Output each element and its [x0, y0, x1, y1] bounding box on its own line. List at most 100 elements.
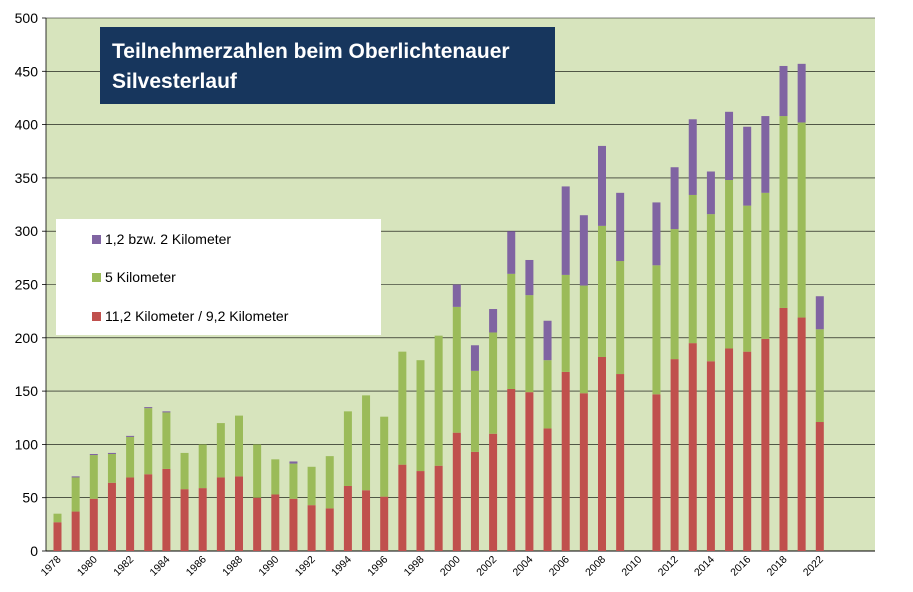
x-tick-label: 1992 — [293, 554, 318, 579]
bar-segment — [162, 411, 171, 413]
bar-segment — [598, 356, 606, 551]
bar-segment — [598, 145, 606, 226]
bar-segment — [579, 215, 588, 286]
bar-segment — [489, 433, 498, 551]
bar-segment — [561, 371, 570, 551]
bar-segment — [253, 497, 262, 551]
x-tick-label: 2002 — [474, 554, 499, 579]
bar-segment — [670, 167, 679, 230]
bar-segment — [107, 453, 116, 483]
legend-item-green: 5 Kilometer — [92, 269, 176, 285]
y-tick-label: 450 — [15, 63, 39, 79]
x-tick-label: 2018 — [765, 554, 790, 579]
x-tick-label: 1998 — [402, 554, 427, 579]
bar-segment — [180, 489, 189, 551]
bar-segment — [743, 351, 752, 551]
bar-segment — [126, 477, 135, 551]
bar-segment — [706, 171, 715, 215]
bar-segment — [470, 370, 479, 452]
y-tick-label: 200 — [15, 330, 39, 346]
bar-segment — [198, 444, 207, 489]
bar-segment — [89, 498, 98, 551]
bar-segment — [507, 273, 516, 389]
x-tick-label: 2006 — [547, 554, 572, 579]
bar-segment — [725, 348, 734, 551]
bar-segment — [452, 432, 461, 551]
bar-segment — [53, 513, 62, 523]
bar-segment — [416, 360, 425, 472]
bar-segment — [670, 359, 679, 551]
y-tick-label: 300 — [15, 223, 39, 239]
bar-segment — [616, 261, 625, 375]
x-tick-label: 2016 — [728, 554, 753, 579]
bar-segment — [307, 466, 316, 506]
x-tick-label: 1982 — [111, 554, 136, 579]
legend-label-red: 11,2 Kilometer / 9,2 Kilometer — [105, 308, 289, 324]
bar-segment — [144, 407, 153, 409]
y-tick-label: 0 — [30, 543, 38, 559]
bar-segment — [235, 415, 243, 477]
x-tick-label: 1986 — [184, 554, 209, 579]
bar-segment — [725, 111, 734, 181]
bar-segment — [489, 309, 498, 333]
x-tick-label: 2022 — [801, 554, 826, 579]
legend-swatch-purple — [92, 235, 101, 244]
bar-segment — [525, 259, 534, 296]
bar-segment — [216, 477, 225, 551]
bar-segment — [688, 194, 697, 344]
chart-title-line1: Teilnehmerzahlen beim Oberlichtenauer — [112, 40, 510, 63]
bar-segment — [797, 63, 806, 123]
bar-segment — [180, 452, 189, 490]
bars — [53, 63, 824, 551]
y-tick-label: 50 — [22, 490, 38, 506]
bar-segment — [543, 428, 552, 551]
bar-segment — [779, 65, 788, 117]
legend-item-red: 11,2 Kilometer / 9,2 Kilometer — [92, 308, 289, 324]
bar-segment — [107, 452, 116, 454]
x-tick-label: 2004 — [511, 554, 536, 579]
bar-segment — [325, 456, 334, 509]
bar-segment — [235, 476, 243, 551]
bar-segment — [761, 192, 770, 339]
bar-segment — [779, 307, 788, 551]
bar-segment — [398, 351, 407, 465]
y-tick-label: 250 — [15, 277, 39, 293]
x-tick-label: 1984 — [148, 554, 173, 579]
bar-segment — [797, 122, 806, 318]
y-tick-label: 350 — [15, 170, 39, 186]
bar-segment — [362, 490, 371, 551]
x-axis: 1978 1980 1982 1984 1986 1988 1990 1992 1994 1996… — [39, 554, 826, 579]
bar-segment — [89, 453, 98, 456]
bar-segment — [107, 482, 116, 551]
legend-item-purple: 1,2 bzw. 2 Kilometer — [92, 231, 231, 247]
bar-segment — [71, 476, 80, 478]
y-tick-label: 150 — [15, 383, 39, 399]
bar-segment — [706, 361, 715, 551]
chart-title: Teilnehmerzahlen beim Oberlichtenauer Si… — [100, 27, 555, 104]
bar-segment — [725, 180, 734, 349]
x-tick-label: 2012 — [656, 554, 681, 579]
x-tick-label: 2008 — [583, 554, 608, 579]
bar-segment — [198, 488, 207, 551]
bar-segment — [507, 388, 516, 551]
y-axis: 0 50 100 150 200 250 300 350 400 450 500 — [15, 10, 47, 559]
bar-segment — [761, 338, 770, 551]
bar-segment — [126, 436, 135, 478]
bar-segment — [71, 477, 80, 512]
bar-segment — [162, 468, 171, 551]
bar-segment — [289, 498, 298, 551]
bar-segment — [525, 295, 534, 393]
bar-segment — [452, 306, 461, 433]
bar-segment — [253, 444, 262, 498]
x-tick-label: 2010 — [619, 554, 644, 579]
y-tick-label: 100 — [15, 436, 39, 452]
y-tick-label: 500 — [15, 10, 39, 26]
bar-segment — [688, 119, 697, 195]
bar-segment — [144, 474, 153, 551]
bar-segment — [380, 496, 389, 551]
bar-segment — [815, 296, 824, 330]
bar-segment — [325, 508, 334, 551]
bar-segment — [144, 408, 153, 475]
x-tick-label: 2014 — [692, 554, 717, 579]
bar-segment — [743, 205, 752, 352]
